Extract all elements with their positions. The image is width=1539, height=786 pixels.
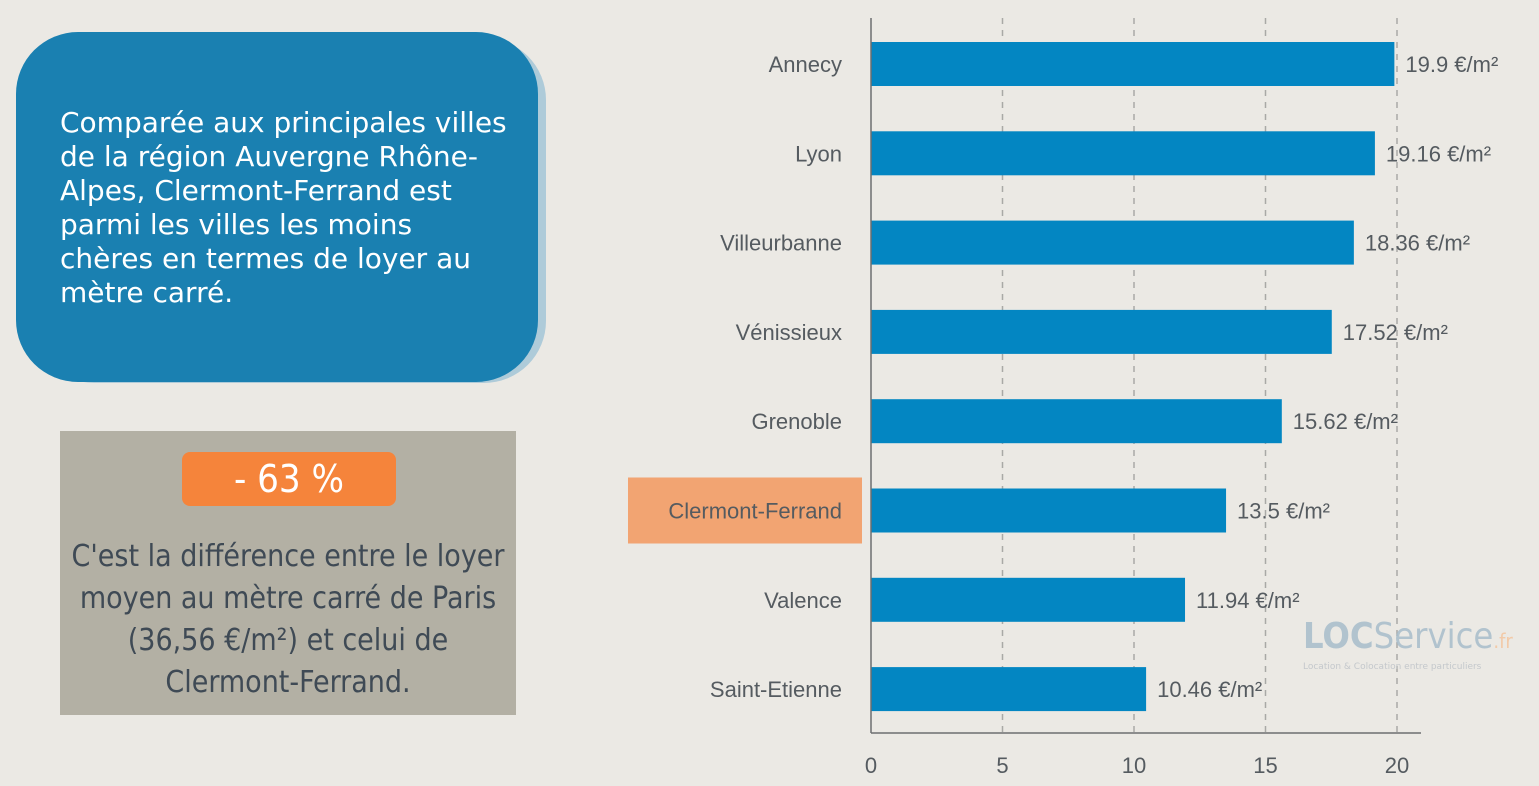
value-label: 17.52 €/m²: [1343, 320, 1448, 345]
category-label: Clermont-Ferrand: [668, 499, 842, 524]
value-label: 11.94 €/m²: [1196, 588, 1300, 613]
highlight-box: [628, 477, 862, 544]
value-label: 15.62 €/m²: [1293, 409, 1398, 434]
category-label: Annecy: [769, 52, 842, 77]
tick-label: 5: [996, 753, 1008, 778]
category-label: Valence: [764, 588, 842, 613]
tick-label: 0: [865, 753, 877, 778]
tick-label: 10: [1122, 753, 1146, 778]
bar: [871, 399, 1282, 444]
bar: [871, 220, 1354, 265]
logo-rest: Service: [1373, 616, 1494, 657]
category-label: Lyon: [795, 141, 842, 166]
value-label: 19.16 €/m²: [1386, 141, 1491, 166]
bar: [871, 577, 1186, 622]
bar: [871, 488, 1227, 533]
category-label: Saint-Etienne: [710, 677, 842, 702]
bar: [871, 42, 1395, 86]
category-label: Grenoble: [751, 409, 842, 434]
intro-text: Comparée aux principales villes de la ré…: [60, 106, 507, 309]
value-label: 10.46 €/m²: [1157, 677, 1262, 702]
bar: [871, 667, 1147, 712]
bar: [871, 309, 1332, 354]
value-label: 18.36 €/m²: [1365, 231, 1470, 256]
tick-label: 20: [1385, 753, 1409, 778]
bar: [871, 131, 1375, 176]
value-label: 19.9 €/m²: [1405, 52, 1498, 77]
locservice-logo: LOCService.fr Location & Colocation entr…: [1303, 616, 1513, 673]
info-bubble: [16, 32, 538, 382]
category-label: Vénissieux: [736, 320, 842, 345]
value-label: 13.5 €/m²: [1237, 499, 1330, 524]
difference-badge: - 63 %: [182, 452, 396, 506]
logo-tagline: Location & Colocation entre particuliers: [1303, 662, 1482, 672]
tick-label: 15: [1253, 753, 1277, 778]
logo-suffix: .fr: [1493, 629, 1513, 653]
logo-bold: LOC: [1303, 616, 1374, 657]
category-label: Villeurbanne: [720, 231, 842, 256]
difference-text: C'est la différence entre le loyer moyen…: [71, 539, 505, 700]
